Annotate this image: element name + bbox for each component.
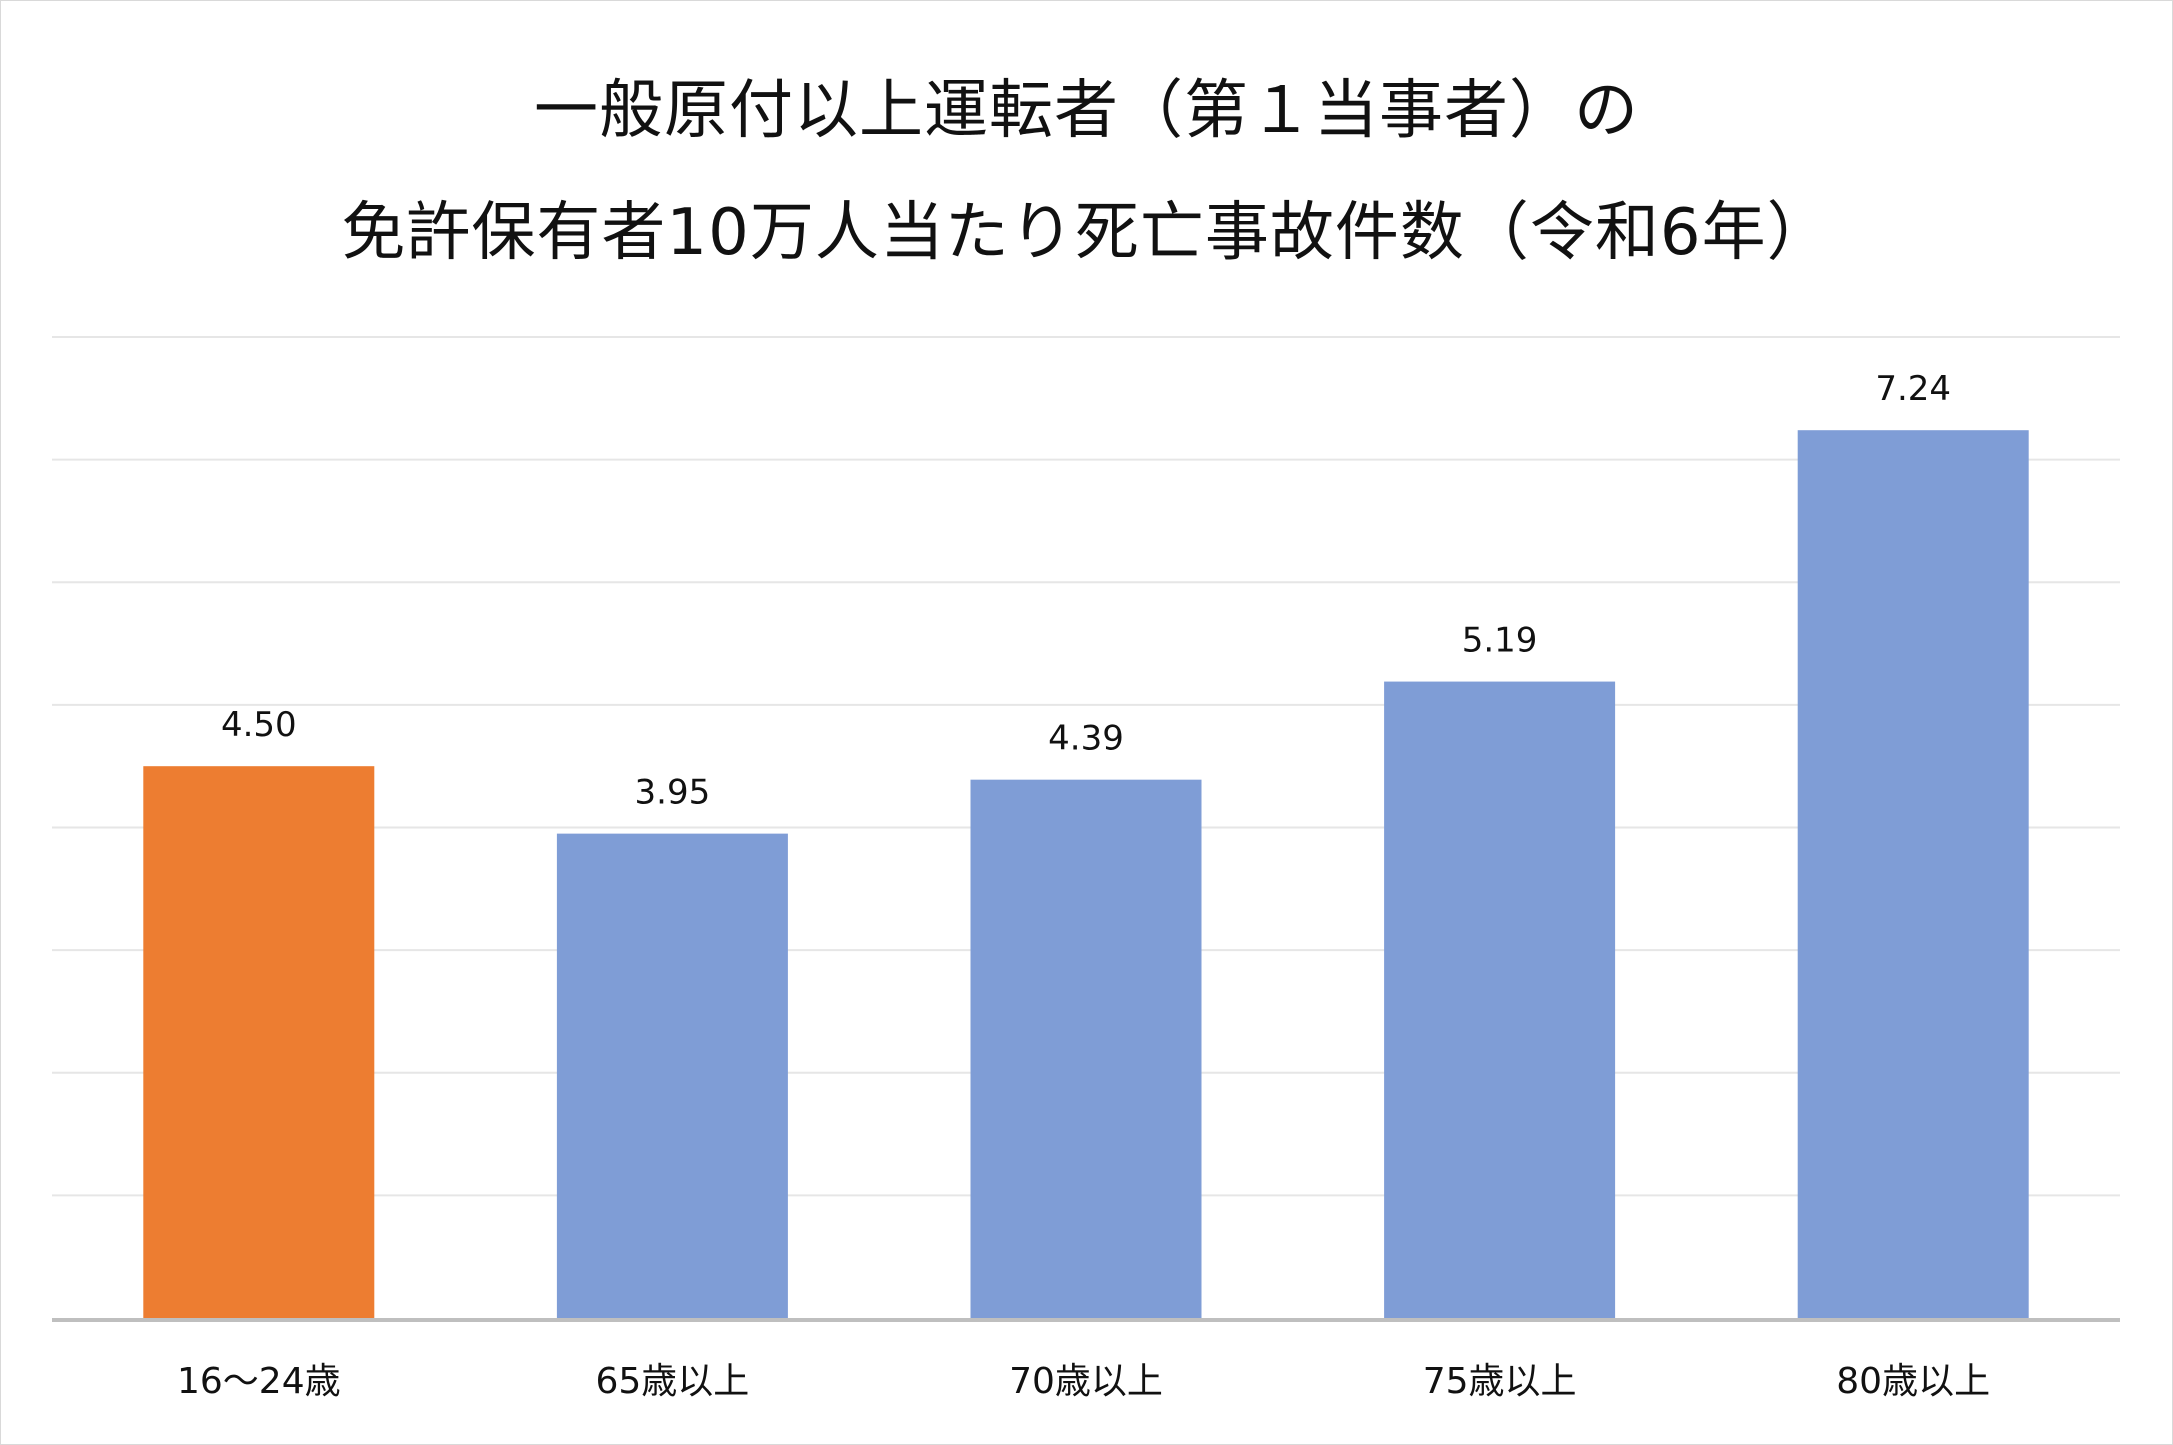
data-label-2: 4.39 [1048,719,1124,759]
category-label-0: 16～24歳 [177,1361,341,1402]
category-label-2: 70歳以上 [1009,1361,1163,1402]
data-label-0: 4.50 [221,705,297,745]
bar-0 [143,766,375,1318]
category-label-1: 65歳以上 [595,1361,749,1402]
data-label-4: 7.24 [1875,369,1951,409]
data-label-1: 3.95 [635,773,711,813]
category-label-4: 80歳以上 [1836,1361,1990,1402]
category-label-3: 75歳以上 [1423,1361,1577,1402]
bar-3 [1384,681,1616,1318]
chart-title-line-2: 免許保有者10万人当たり死亡事故件数（令和6年） [341,196,1832,270]
bar-2 [970,779,1202,1318]
chart-title: 一般原付以上運転者（第１当事者）の 免許保有者10万人当たり死亡事故件数（令和6… [0,50,2173,294]
bar-4 [1797,430,2029,1318]
bar-1 [556,833,788,1318]
data-label-3: 5.19 [1462,621,1538,661]
chart-title-line-1: 一般原付以上運転者（第１当事者）の [534,74,1639,148]
